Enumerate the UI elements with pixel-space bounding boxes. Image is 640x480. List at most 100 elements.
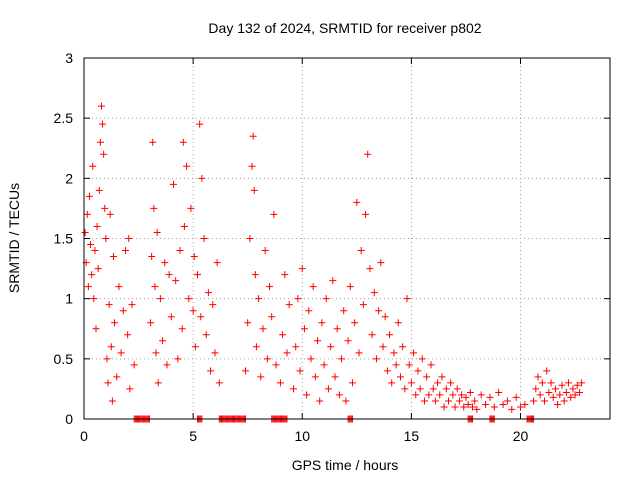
data-point xyxy=(333,325,341,333)
x-tick-label: 20 xyxy=(513,428,529,444)
data-point xyxy=(543,367,551,375)
data-point xyxy=(261,247,269,255)
data-point xyxy=(362,210,370,218)
data-point xyxy=(215,379,223,387)
data-point xyxy=(95,186,103,194)
data-point xyxy=(115,283,123,291)
data-point xyxy=(322,295,330,303)
data-point xyxy=(420,397,428,405)
data-point xyxy=(434,379,442,387)
data-point xyxy=(418,355,426,363)
data-point xyxy=(85,192,93,200)
data-point xyxy=(163,361,171,369)
grid-lines xyxy=(84,58,610,419)
data-point xyxy=(252,343,260,351)
data-point xyxy=(165,271,173,279)
data-point xyxy=(473,405,481,413)
data-point xyxy=(396,373,404,381)
data-point xyxy=(197,313,205,321)
data-point xyxy=(314,337,322,345)
data-point xyxy=(482,401,490,409)
data-point xyxy=(471,397,479,405)
data-point xyxy=(388,379,396,387)
data-point xyxy=(124,331,132,339)
data-point xyxy=(375,307,383,315)
data-point xyxy=(200,235,208,242)
data-point xyxy=(545,389,553,397)
data-point xyxy=(571,391,579,399)
data-point xyxy=(283,349,291,357)
data-point xyxy=(180,222,188,230)
y-axis-label: SRMTID / TECUs xyxy=(6,183,22,293)
y-tick-label: 0 xyxy=(65,411,73,427)
data-point xyxy=(183,162,191,170)
data-point xyxy=(460,403,468,411)
data-point xyxy=(368,331,376,339)
data-point xyxy=(176,247,184,255)
data-point xyxy=(281,271,289,279)
data-point xyxy=(169,180,177,188)
data-point xyxy=(91,247,99,255)
data-point xyxy=(549,393,557,401)
data-point xyxy=(113,373,121,381)
data-point xyxy=(468,403,476,411)
data-point xyxy=(148,253,156,261)
data-point xyxy=(102,235,110,242)
data-point xyxy=(383,367,391,375)
data-point xyxy=(196,120,204,128)
data-point xyxy=(412,391,420,399)
data-point xyxy=(303,391,311,399)
data-point xyxy=(263,355,271,363)
data-point xyxy=(541,397,549,405)
data-point xyxy=(270,210,278,218)
data-point xyxy=(259,325,267,333)
data-point xyxy=(97,102,105,110)
data-point xyxy=(359,301,367,309)
data-point xyxy=(204,289,212,297)
data-point xyxy=(125,235,133,242)
data-point xyxy=(93,222,101,230)
data-point xyxy=(554,401,562,409)
data-point xyxy=(521,401,529,409)
data-point xyxy=(403,295,411,303)
data-point xyxy=(111,319,119,327)
data-point xyxy=(344,337,352,345)
data-point xyxy=(108,397,116,405)
data-point xyxy=(87,241,95,249)
data-point xyxy=(151,283,159,291)
data-point xyxy=(172,277,180,285)
data-point xyxy=(551,385,559,393)
data-point xyxy=(209,301,217,309)
data-point xyxy=(558,381,566,389)
data-point xyxy=(213,259,221,267)
data-point xyxy=(386,331,394,339)
data-point xyxy=(423,373,431,381)
data-point xyxy=(318,319,326,327)
data-point xyxy=(346,283,354,291)
data-point xyxy=(442,385,450,393)
data-point xyxy=(167,313,175,321)
data-point xyxy=(329,277,337,285)
data-point xyxy=(84,283,92,291)
data-point xyxy=(351,319,359,327)
data-point xyxy=(444,397,452,405)
data-point xyxy=(508,405,516,413)
data-point xyxy=(294,295,302,303)
data-point xyxy=(272,361,280,369)
x-axis-label: GPS time / hours xyxy=(292,457,399,473)
data-point xyxy=(119,307,127,315)
data-points xyxy=(81,102,586,423)
data-point xyxy=(370,289,378,297)
data-point xyxy=(316,397,324,405)
data-point xyxy=(458,391,466,399)
data-point xyxy=(242,367,250,375)
data-point xyxy=(499,401,507,409)
data-point xyxy=(307,355,315,363)
data-point xyxy=(255,295,263,303)
data-point xyxy=(490,403,498,411)
data-point xyxy=(486,393,494,401)
data-point xyxy=(290,385,298,393)
data-point xyxy=(429,385,437,393)
data-point xyxy=(464,401,472,409)
data-point xyxy=(257,373,265,381)
